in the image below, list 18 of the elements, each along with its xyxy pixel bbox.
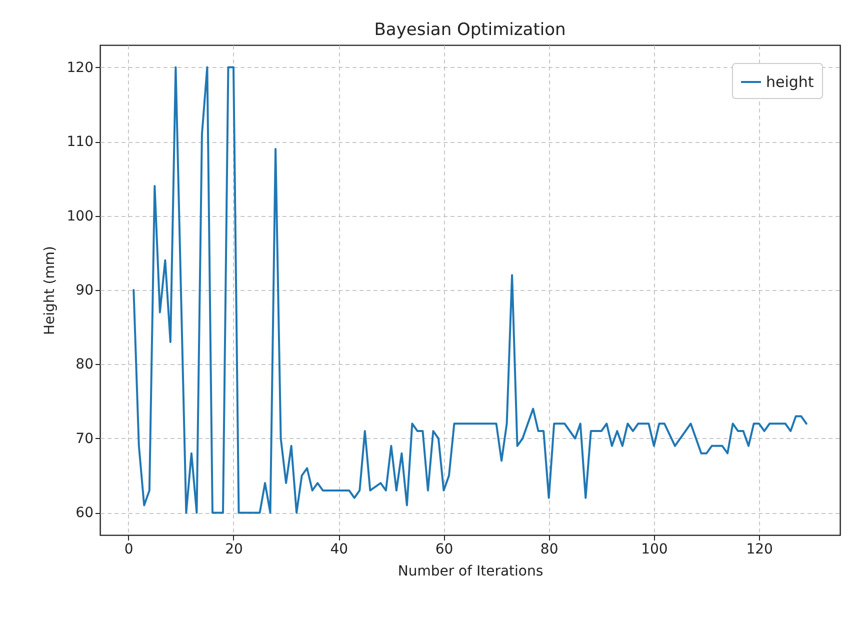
x-tick-label: 20	[225, 542, 243, 558]
y-tick-label: 120	[66, 60, 94, 76]
y-tick-label: 80	[76, 356, 94, 373]
x-tick-label: 40	[330, 542, 348, 558]
chart-title: Bayesian Optimization	[374, 20, 566, 40]
legend-label: height	[766, 73, 814, 91]
x-tick-label: 0	[124, 542, 134, 558]
y-tick-label: 110	[66, 134, 94, 150]
y-tick-label: 90	[76, 282, 94, 298]
x-tick-label: 120	[746, 542, 773, 558]
x-tick-label: 60	[435, 542, 454, 558]
y-tick-label: 70	[76, 430, 94, 447]
y-axis-title: Height (mm)	[42, 246, 58, 335]
y-tick-label: 60	[76, 505, 94, 522]
x-tick-label: 80	[540, 542, 558, 558]
y-tick-label: 100	[66, 208, 94, 224]
x-axis-title: Number of Iterations	[398, 564, 544, 580]
x-tick-label: 100	[641, 542, 668, 558]
